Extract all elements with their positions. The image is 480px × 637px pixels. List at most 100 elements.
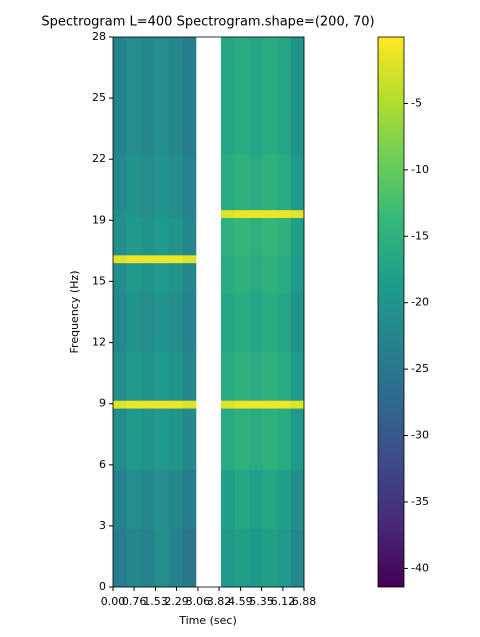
heatmap-cell bbox=[126, 400, 142, 409]
heatmap-cell bbox=[290, 209, 305, 219]
heatmap-cell bbox=[262, 95, 278, 156]
heatmap-cell bbox=[290, 154, 305, 211]
x-axis-label: Time (sec) bbox=[178, 614, 237, 627]
heatmap-cell bbox=[276, 408, 291, 470]
heatmap-cell bbox=[140, 292, 155, 352]
y-tick-label: 3 bbox=[99, 519, 106, 532]
heatmap-cell bbox=[168, 469, 183, 529]
heatmap-cell bbox=[140, 209, 155, 219]
heatmap-cell bbox=[154, 292, 169, 352]
y-tick-label: 19 bbox=[92, 213, 106, 226]
x-tick-label: 3.82 bbox=[207, 595, 232, 608]
heatmap-cell bbox=[262, 217, 278, 256]
colorbar-tick-label: -25 bbox=[411, 362, 429, 375]
heatmap-cell bbox=[113, 154, 128, 211]
heatmap-cell bbox=[220, 292, 236, 352]
heatmap-cell bbox=[262, 262, 278, 293]
heatmap-cell bbox=[168, 400, 183, 409]
heatmap-cell bbox=[249, 528, 264, 588]
heatmap-cell bbox=[182, 400, 197, 409]
heatmap-cell bbox=[140, 400, 155, 409]
heatmap-cell bbox=[140, 408, 155, 470]
heatmap-cell bbox=[126, 262, 142, 293]
heatmap-cell bbox=[220, 37, 236, 97]
chart-title: Spectrogram L=400 Spectrogram.shape=(200… bbox=[41, 15, 374, 30]
heatmap-cell bbox=[182, 154, 197, 211]
heatmap-cell bbox=[140, 351, 155, 401]
heatmap-cell bbox=[262, 528, 278, 588]
heatmap-cell bbox=[262, 400, 278, 409]
heatmap-cell bbox=[276, 469, 291, 529]
heatmap-cell bbox=[168, 292, 183, 352]
heatmap-cell bbox=[262, 209, 278, 219]
heatmap-cell bbox=[290, 37, 305, 97]
heatmap-cell bbox=[182, 209, 197, 219]
heatmap-cell bbox=[113, 262, 128, 293]
heatmap-cell bbox=[113, 209, 128, 219]
heatmap-cell bbox=[249, 154, 264, 211]
colorbar-tick-label: -15 bbox=[411, 229, 429, 242]
heatmap-cell bbox=[249, 217, 264, 256]
heatmap-cell bbox=[140, 262, 155, 293]
heatmap-cell bbox=[126, 37, 142, 97]
heatmap-cell bbox=[126, 209, 142, 219]
x-tick-label: 2.29 bbox=[164, 595, 189, 608]
x-tick-label: 0.00 bbox=[101, 595, 126, 608]
heatmap-cell bbox=[290, 292, 305, 352]
heatmap-cell bbox=[276, 400, 291, 409]
heatmap-cell bbox=[235, 469, 250, 529]
x-tick-label: 5.35 bbox=[249, 595, 274, 608]
x-tick-label: 6.12 bbox=[271, 595, 296, 608]
heatmap-cell bbox=[113, 255, 128, 264]
heatmap-cell bbox=[262, 255, 278, 264]
heatmap-cell bbox=[235, 37, 250, 97]
heatmap-cell bbox=[140, 95, 155, 156]
heatmap-cell bbox=[290, 262, 305, 293]
heatmap-cell bbox=[235, 217, 250, 256]
heatmap-cell bbox=[126, 528, 142, 588]
heatmap-cell bbox=[182, 292, 197, 352]
heatmap-cell bbox=[276, 95, 291, 156]
heatmap-cell bbox=[249, 469, 264, 529]
heatmap-cell bbox=[249, 95, 264, 156]
heatmap-cell bbox=[126, 255, 142, 264]
heatmap-cell bbox=[154, 217, 169, 256]
heatmap-cell bbox=[154, 154, 169, 211]
heatmap-cell bbox=[182, 255, 197, 264]
heatmap-cell bbox=[168, 262, 183, 293]
heatmap-cell bbox=[220, 528, 236, 588]
heatmap-cell bbox=[154, 209, 169, 219]
y-tick-label: 6 bbox=[99, 458, 106, 471]
heatmap-cell bbox=[235, 262, 250, 293]
y-tick-label: 9 bbox=[99, 397, 106, 410]
heatmap-cell bbox=[126, 408, 142, 470]
heatmap-cell bbox=[182, 469, 197, 529]
heatmap-cell bbox=[290, 255, 305, 264]
heatmap-cell bbox=[113, 217, 128, 256]
heatmap-cell bbox=[220, 209, 236, 219]
heatmap-cell bbox=[249, 262, 264, 293]
heatmap-cell bbox=[262, 351, 278, 401]
heatmap-cell bbox=[235, 209, 250, 219]
heatmap-cell bbox=[262, 154, 278, 211]
colorbar-tick-label: -35 bbox=[411, 495, 429, 508]
x-tick-label: 3.06 bbox=[186, 595, 211, 608]
heatmap-cell bbox=[220, 217, 236, 256]
heatmap-cell bbox=[168, 95, 183, 156]
heatmap-cell bbox=[113, 351, 128, 401]
heatmap-cell bbox=[182, 37, 197, 97]
heatmap-cell bbox=[290, 408, 305, 470]
heatmap-cell bbox=[113, 292, 128, 352]
y-tick-label: 15 bbox=[92, 274, 106, 287]
heatmap-cell bbox=[290, 217, 305, 256]
heatmap-cell bbox=[154, 400, 169, 409]
heatmap-cell bbox=[168, 217, 183, 256]
heatmap-cell bbox=[276, 37, 291, 97]
y-axis-label: Frequency (Hz) bbox=[68, 271, 81, 354]
heatmap-cell bbox=[113, 528, 128, 588]
heatmap-cell bbox=[262, 469, 278, 529]
heatmap-cell bbox=[276, 292, 291, 352]
heatmap-cell bbox=[235, 400, 250, 409]
heatmap-cell bbox=[168, 255, 183, 264]
